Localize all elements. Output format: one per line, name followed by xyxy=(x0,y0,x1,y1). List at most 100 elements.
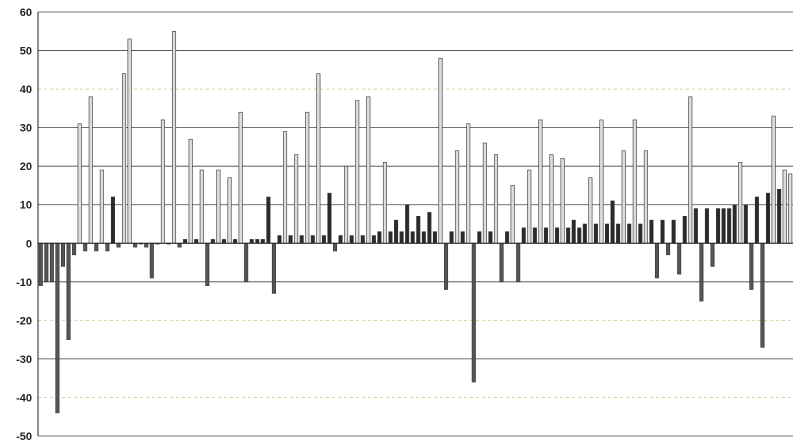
bar xyxy=(366,96,371,244)
bar xyxy=(55,242,60,414)
bar xyxy=(638,223,643,244)
bar xyxy=(660,219,665,244)
bar xyxy=(316,73,321,244)
bar xyxy=(382,162,387,244)
y-tick-label: 60 xyxy=(20,7,32,19)
bar xyxy=(288,235,293,244)
bar xyxy=(205,242,210,286)
y-tick-label: -50 xyxy=(16,431,32,441)
bar xyxy=(338,235,343,244)
bar xyxy=(221,239,226,244)
bar xyxy=(632,119,637,244)
bar xyxy=(466,123,471,244)
bar xyxy=(416,215,421,244)
y-tick-label: -30 xyxy=(16,354,32,366)
bar xyxy=(199,169,204,244)
bar xyxy=(310,235,315,244)
bar xyxy=(355,100,360,244)
bar xyxy=(377,231,382,244)
bar xyxy=(249,239,254,244)
bar xyxy=(566,227,571,244)
bar xyxy=(688,96,693,244)
y-tick-label: 10 xyxy=(20,200,32,212)
bar xyxy=(210,239,215,244)
bar xyxy=(521,227,526,244)
bar xyxy=(233,239,238,244)
bar xyxy=(460,231,465,244)
bar xyxy=(332,242,338,252)
bar xyxy=(599,119,604,244)
bar xyxy=(421,231,426,244)
bar xyxy=(588,177,593,244)
bar xyxy=(671,219,676,244)
bar xyxy=(782,169,787,244)
bar xyxy=(444,242,449,290)
bar xyxy=(266,196,271,244)
bar xyxy=(349,235,354,244)
bar xyxy=(133,242,138,248)
bar xyxy=(477,231,482,244)
bar xyxy=(616,223,621,244)
bar xyxy=(66,242,71,340)
bar xyxy=(388,231,393,244)
bar xyxy=(271,242,276,294)
bar xyxy=(160,119,165,244)
bar xyxy=(516,242,521,283)
gridlines xyxy=(38,11,793,437)
bar xyxy=(88,96,93,244)
bar xyxy=(765,192,771,244)
bar xyxy=(94,242,99,252)
bar xyxy=(432,231,437,244)
bar xyxy=(743,204,748,244)
bar xyxy=(538,119,543,244)
bar xyxy=(760,242,765,348)
bar xyxy=(44,242,49,283)
bar xyxy=(488,231,493,244)
bar xyxy=(677,242,682,275)
bar xyxy=(183,239,188,244)
bar xyxy=(666,242,671,256)
y-tick-label: 30 xyxy=(20,123,32,135)
bar xyxy=(438,57,443,244)
y-axis-ticks: 60 50 40 30 20 10 0 -10 -20 -30 -40 -50 xyxy=(16,7,32,441)
bar xyxy=(194,239,199,244)
bar xyxy=(394,219,399,244)
bar xyxy=(405,204,410,244)
bar xyxy=(122,73,127,244)
bar xyxy=(627,223,632,244)
bar xyxy=(449,231,454,244)
bar xyxy=(610,200,615,244)
bar xyxy=(83,242,88,252)
bar xyxy=(277,235,282,244)
y-tick-label: -20 xyxy=(16,315,32,327)
bar xyxy=(371,235,376,244)
bar xyxy=(110,196,115,244)
bar xyxy=(60,242,65,267)
bar xyxy=(738,162,743,244)
bar xyxy=(716,208,721,244)
bar xyxy=(238,111,243,244)
axes xyxy=(37,12,793,436)
bar xyxy=(710,242,715,267)
bar xyxy=(255,239,260,244)
y-tick-label: 20 xyxy=(20,161,32,173)
bar xyxy=(555,227,560,244)
bar xyxy=(482,142,487,244)
bar xyxy=(283,131,288,244)
bar xyxy=(649,219,654,244)
bar xyxy=(299,235,304,244)
bar xyxy=(604,223,610,244)
bar xyxy=(38,242,43,286)
bar xyxy=(621,150,626,244)
bar xyxy=(788,173,793,244)
bar xyxy=(244,242,249,283)
bar xyxy=(321,235,326,244)
bar xyxy=(532,227,537,244)
bar xyxy=(577,227,582,244)
bar xyxy=(643,150,648,244)
bar xyxy=(227,177,232,244)
bar xyxy=(682,215,687,244)
bar xyxy=(171,30,177,244)
bar xyxy=(749,242,754,290)
